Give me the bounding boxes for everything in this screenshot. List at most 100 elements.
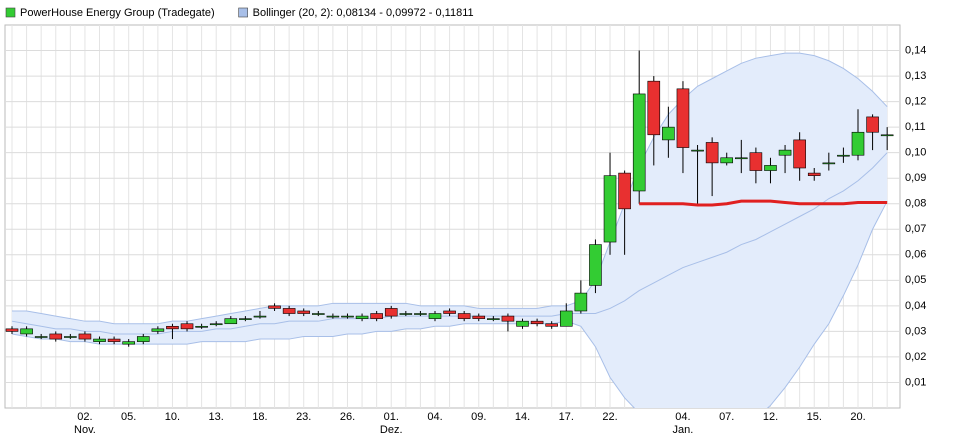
candle-body	[822, 162, 836, 165]
candle-body	[472, 315, 486, 319]
candle-body	[312, 313, 325, 315]
y-tick-label: 0,04	[905, 300, 926, 312]
candle-body	[530, 320, 544, 325]
candle-body	[122, 341, 135, 345]
y-tick-label: 0,14	[905, 44, 926, 56]
candle-body	[64, 336, 77, 338]
x-tick-label: 05.	[121, 411, 136, 423]
candle-body	[501, 315, 515, 322]
y-tick-label: 0,12	[905, 96, 926, 108]
candle-body	[107, 338, 121, 342]
legend-label: Bollinger (20, 2): 0,08134 - 0,09972 - 0…	[253, 7, 474, 19]
candle-body	[880, 134, 894, 137]
candle-body	[866, 116, 879, 133]
candle-body	[341, 315, 354, 318]
candle-body	[778, 149, 792, 156]
band-lower	[11, 200, 888, 408]
candle-body	[428, 313, 442, 319]
legend-swatch	[5, 7, 16, 18]
candle-body	[720, 157, 734, 164]
candle-body	[764, 165, 777, 171]
candle-body	[224, 318, 238, 325]
y-tick-label: 0,08	[905, 198, 926, 210]
candle-body	[136, 336, 150, 342]
candle-body	[370, 313, 383, 319]
month-label: Dez.	[380, 424, 403, 436]
x-tick-label: 20.	[850, 411, 865, 423]
candle-body	[151, 328, 165, 332]
candle-body	[399, 313, 413, 315]
candle-body	[297, 310, 311, 314]
x-tick-label: 17.	[559, 411, 574, 423]
y-tick-label: 0,02	[905, 351, 926, 363]
candle-body	[574, 292, 588, 312]
candle-body	[618, 172, 631, 210]
y-tick-label: 0,01	[905, 376, 926, 388]
candle-body	[239, 318, 252, 320]
x-tick-label: 26.	[340, 411, 355, 423]
reference-line	[639, 199, 888, 207]
candle-body	[837, 154, 850, 157]
candle-body	[603, 175, 617, 243]
candle-body	[662, 126, 675, 141]
x-tick-label: 01.	[384, 411, 399, 423]
candle-body	[34, 336, 48, 338]
candle-body	[49, 333, 63, 340]
x-tick-label: 04.	[675, 411, 690, 423]
candle-body	[355, 315, 369, 319]
candle-body	[282, 308, 296, 314]
candle-body	[457, 313, 471, 319]
x-tick-label: 15.	[807, 411, 822, 423]
candles	[5, 50, 894, 347]
band-upper	[12, 52, 888, 325]
candle-body	[545, 323, 558, 327]
month-label: Nov.	[74, 424, 96, 436]
y-tick-label: 0,07	[905, 223, 926, 235]
x-tick-label: 07.	[719, 411, 734, 423]
candle-body	[749, 152, 763, 171]
x-tick-label: 04.	[427, 411, 442, 423]
candle-body	[735, 157, 748, 160]
candle-body	[253, 315, 267, 318]
candle-body	[559, 310, 573, 327]
y-tick-label: 0,06	[905, 249, 926, 261]
candle-body	[20, 328, 33, 335]
y-tick-label: 0,05	[905, 274, 926, 286]
x-tick-label: 09.	[471, 411, 486, 423]
x-tick-label: 12.	[763, 411, 778, 423]
month-label: Jan.	[673, 424, 694, 436]
candle-body	[632, 93, 646, 192]
candle-body	[414, 313, 427, 315]
x-tick-label: 18.	[252, 411, 267, 423]
labels: 0,01 0,02 0,03 0,04 0,05 0,06 0,07 0,08 0,09 0,10…	[5, 7, 926, 436]
candle-body	[705, 142, 719, 164]
candle-body	[793, 139, 806, 169]
x-tick-label: 13.	[209, 411, 224, 423]
y-tick-label: 0,09	[905, 172, 926, 184]
x-tick-label: 02.	[77, 411, 92, 423]
candle-body	[516, 320, 529, 327]
candle-body	[691, 149, 704, 152]
candle-body	[851, 131, 865, 156]
candle-body	[676, 88, 690, 148]
candle-body	[326, 315, 340, 318]
y-tick-label: 0,13	[905, 70, 926, 82]
candle-body	[166, 325, 179, 330]
candle-body	[487, 318, 500, 320]
y-tick-label: 0,11	[905, 121, 926, 133]
candle-body	[5, 328, 19, 332]
legend-swatch	[238, 7, 248, 18]
x-tick-label: 22.	[602, 411, 617, 423]
y-tick-label: 0,10	[905, 147, 926, 159]
candle-body	[384, 308, 398, 317]
x-tick-label: 10.	[165, 411, 180, 423]
candle-body	[443, 310, 456, 314]
candle-body	[647, 80, 661, 136]
candle-body	[78, 333, 92, 340]
candle-body	[195, 325, 208, 328]
candle-body	[180, 323, 194, 330]
x-tick-label: 14.	[515, 411, 530, 423]
candle-body	[589, 244, 602, 286]
candle-body	[268, 305, 281, 309]
